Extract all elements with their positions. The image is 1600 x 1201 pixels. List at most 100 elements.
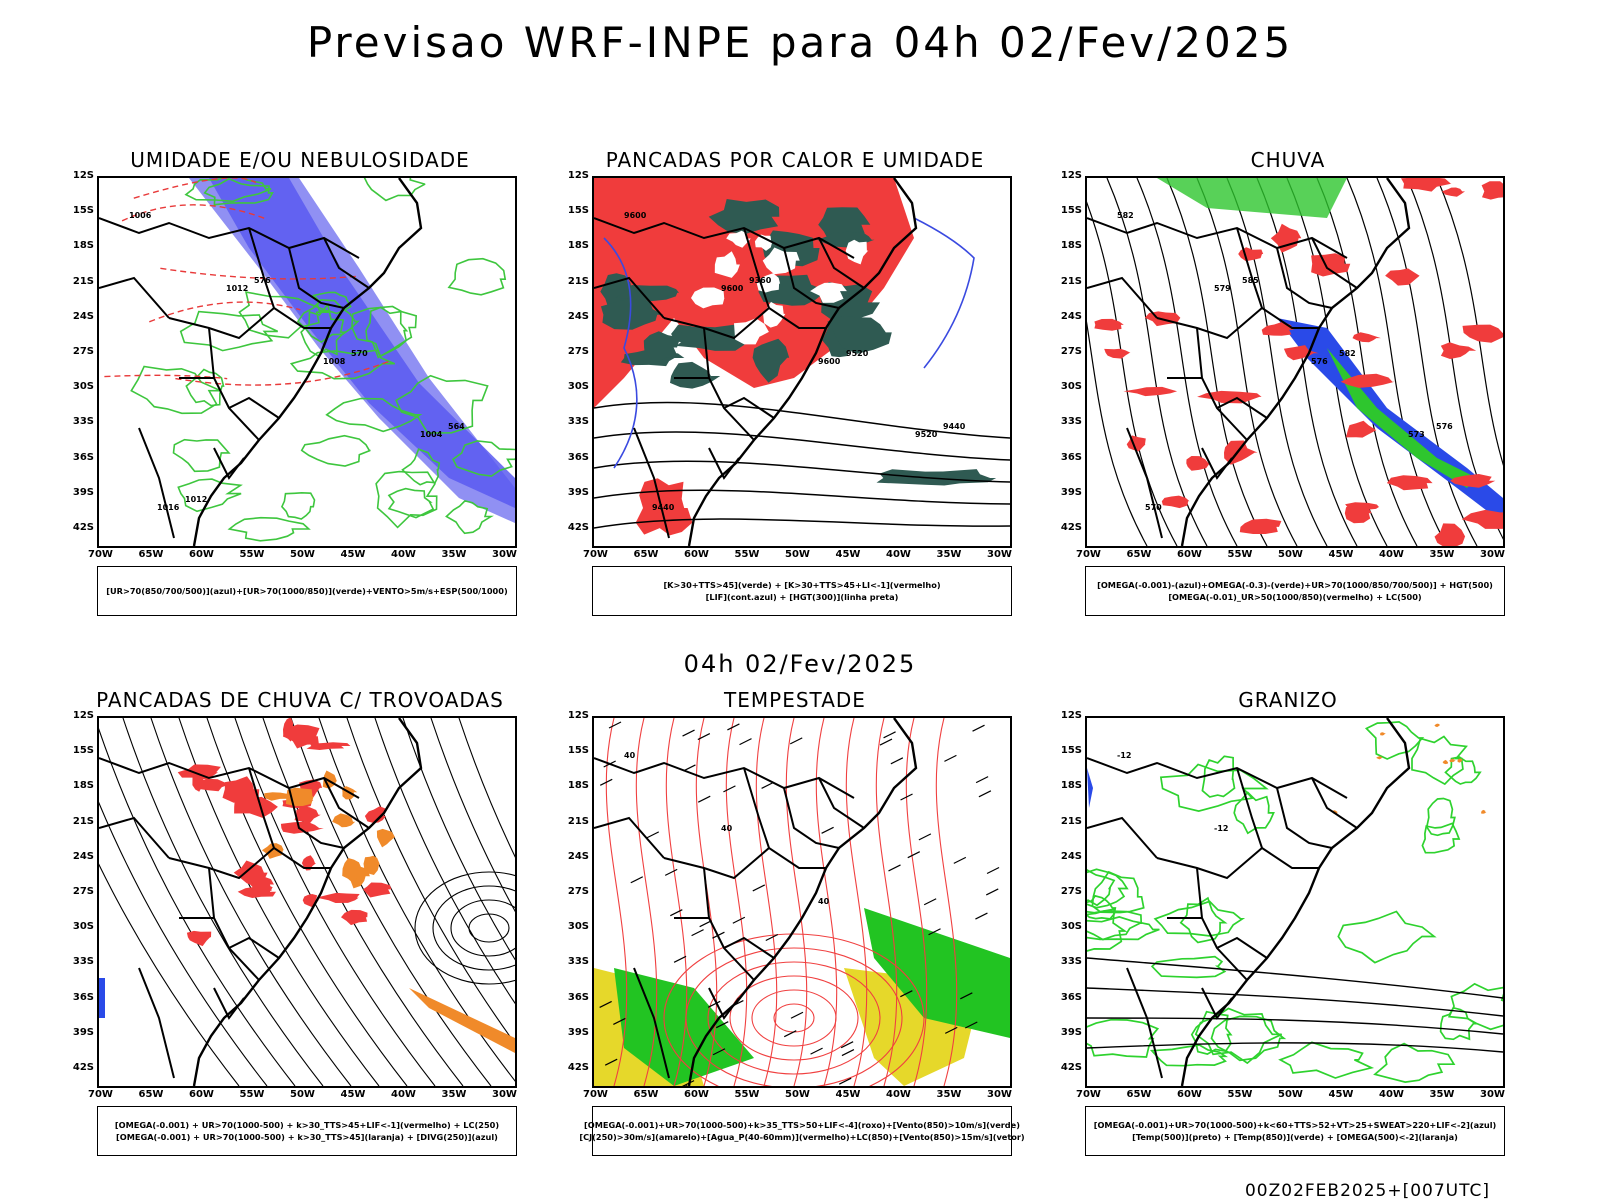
contour-label: 582 bbox=[1339, 349, 1356, 358]
lat-tick-label: 27S bbox=[563, 346, 589, 357]
lon-tick-label: 60W bbox=[684, 549, 709, 560]
lon-tick-label: 50W bbox=[290, 1089, 315, 1100]
contour-label: 1016 bbox=[157, 503, 180, 512]
lat-tick-label: 18S bbox=[68, 240, 94, 251]
lat-tick-label: 12S bbox=[563, 170, 589, 181]
lon-tick-label: 70W bbox=[88, 549, 113, 560]
contour-label: 585 bbox=[1242, 276, 1259, 285]
lon-tick-label: 50W bbox=[290, 549, 315, 560]
lat-tick-label: 39S bbox=[68, 487, 94, 498]
lon-tick-label: 30W bbox=[987, 1089, 1012, 1100]
border-line bbox=[1277, 788, 1332, 848]
lat-tick-label: 18S bbox=[563, 240, 589, 251]
border-line bbox=[594, 818, 664, 858]
lat-tick-label: 24S bbox=[1056, 851, 1082, 862]
border-line bbox=[1197, 868, 1247, 980]
border-line bbox=[99, 278, 169, 318]
lat-tick-label: 18S bbox=[68, 780, 94, 791]
lat-tick-label: 15S bbox=[1056, 745, 1082, 756]
contour-label: 570 bbox=[351, 349, 368, 358]
lat-tick-label: 21S bbox=[1056, 816, 1082, 827]
lon-tick-label: 35W bbox=[1430, 549, 1455, 560]
lat-tick-label: 24S bbox=[563, 851, 589, 862]
legend-box: [OMEGA(-0.001)+UR>70(1000-500)+k>35_TTS>… bbox=[592, 1106, 1012, 1156]
lat-tick-label: 39S bbox=[1056, 487, 1082, 498]
lat-tick-label: 15S bbox=[563, 205, 589, 216]
map-frame bbox=[97, 716, 517, 1088]
lat-tick-label: 39S bbox=[68, 1027, 94, 1038]
lat-tick-label: 27S bbox=[68, 886, 94, 897]
lon-tick-label: 60W bbox=[189, 1089, 214, 1100]
mid-date-label: 04h 02/Fev/2025 bbox=[0, 650, 1600, 678]
contour-label: 1012 bbox=[226, 284, 248, 293]
lon-tick-label: 55W bbox=[240, 1089, 265, 1100]
lon-tick-label: 65W bbox=[634, 549, 659, 560]
lon-tick-label: 65W bbox=[139, 1089, 164, 1100]
lon-tick-label: 30W bbox=[492, 1089, 517, 1100]
lon-tick-label: 70W bbox=[1076, 1089, 1101, 1100]
border-line bbox=[1312, 778, 1357, 828]
lat-tick-label: 24S bbox=[68, 311, 94, 322]
lat-tick-label: 21S bbox=[68, 276, 94, 287]
lat-tick-label: 42S bbox=[563, 1062, 589, 1073]
lon-tick-label: 60W bbox=[1177, 549, 1202, 560]
lon-tick-label: 50W bbox=[785, 549, 810, 560]
lat-tick-label: 39S bbox=[1056, 1027, 1082, 1038]
border-line bbox=[1087, 758, 1347, 798]
lon-tick-label: 40W bbox=[1379, 1089, 1404, 1100]
contour-label: 1006 bbox=[129, 211, 152, 220]
map-svg bbox=[99, 718, 515, 1086]
lon-tick-label: 40W bbox=[391, 549, 416, 560]
lat-tick-label: 18S bbox=[563, 780, 589, 791]
lon-tick-label: 45W bbox=[1329, 1089, 1354, 1100]
panel-title: TEMPESTADE bbox=[565, 688, 1025, 712]
contour-label: 576 bbox=[254, 276, 271, 285]
legend-line: [OMEGA(-0.001)-(azul)+OMEGA(-0.3)-(verde… bbox=[1097, 579, 1493, 591]
border-line bbox=[784, 788, 839, 848]
lat-tick-label: 18S bbox=[1056, 780, 1082, 791]
lon-tick-label: 55W bbox=[735, 1089, 760, 1100]
lat-tick-label: 27S bbox=[68, 346, 94, 357]
lon-tick-label: 30W bbox=[1480, 549, 1505, 560]
legend-line: [UR>70(850/700/500)](azul)+[UR>70(1000/8… bbox=[106, 585, 507, 597]
legend-line: [OMEGA(-0.001)+UR>70(1000-500)+k>35_TTS>… bbox=[584, 1119, 1020, 1131]
lat-tick-label: 33S bbox=[563, 416, 589, 427]
contour-label: 9440 bbox=[943, 422, 966, 431]
lon-tick-label: 45W bbox=[1329, 549, 1354, 560]
contour-label: 40 bbox=[721, 824, 733, 833]
legend-line: [LIF](cont.azul) + [HGT(300)](linha pret… bbox=[706, 591, 899, 603]
lat-tick-label: 42S bbox=[68, 1062, 94, 1073]
legend-line: [OMEGA(-0.001) + UR>70(1000-500) + k>30_… bbox=[115, 1119, 499, 1131]
contour-label: 579 bbox=[1214, 284, 1231, 293]
map-svg: -12-12 bbox=[1087, 718, 1503, 1086]
panel-title: PANCADAS POR CALOR E UMIDADE bbox=[565, 148, 1025, 172]
lat-tick-label: 15S bbox=[1056, 205, 1082, 216]
lon-tick-label: 35W bbox=[442, 1089, 467, 1100]
lon-tick-label: 70W bbox=[583, 549, 608, 560]
lon-tick-label: 35W bbox=[442, 549, 467, 560]
contour-label: -12 bbox=[1117, 751, 1131, 760]
contour-label: 576 bbox=[1311, 357, 1328, 366]
lat-tick-label: 33S bbox=[1056, 416, 1082, 427]
lon-tick-label: 60W bbox=[189, 549, 214, 560]
lat-tick-label: 15S bbox=[68, 205, 94, 216]
contour-label: 576 bbox=[1436, 422, 1453, 431]
lat-tick-label: 36S bbox=[1056, 452, 1082, 463]
lat-tick-label: 12S bbox=[1056, 170, 1082, 181]
lon-tick-label: 30W bbox=[492, 549, 517, 560]
contour-label: 573 bbox=[1408, 430, 1425, 439]
lon-tick-label: 35W bbox=[937, 1089, 962, 1100]
lat-tick-label: 36S bbox=[68, 992, 94, 1003]
lon-tick-label: 45W bbox=[836, 1089, 861, 1100]
contour-label: 1004 bbox=[420, 430, 443, 439]
